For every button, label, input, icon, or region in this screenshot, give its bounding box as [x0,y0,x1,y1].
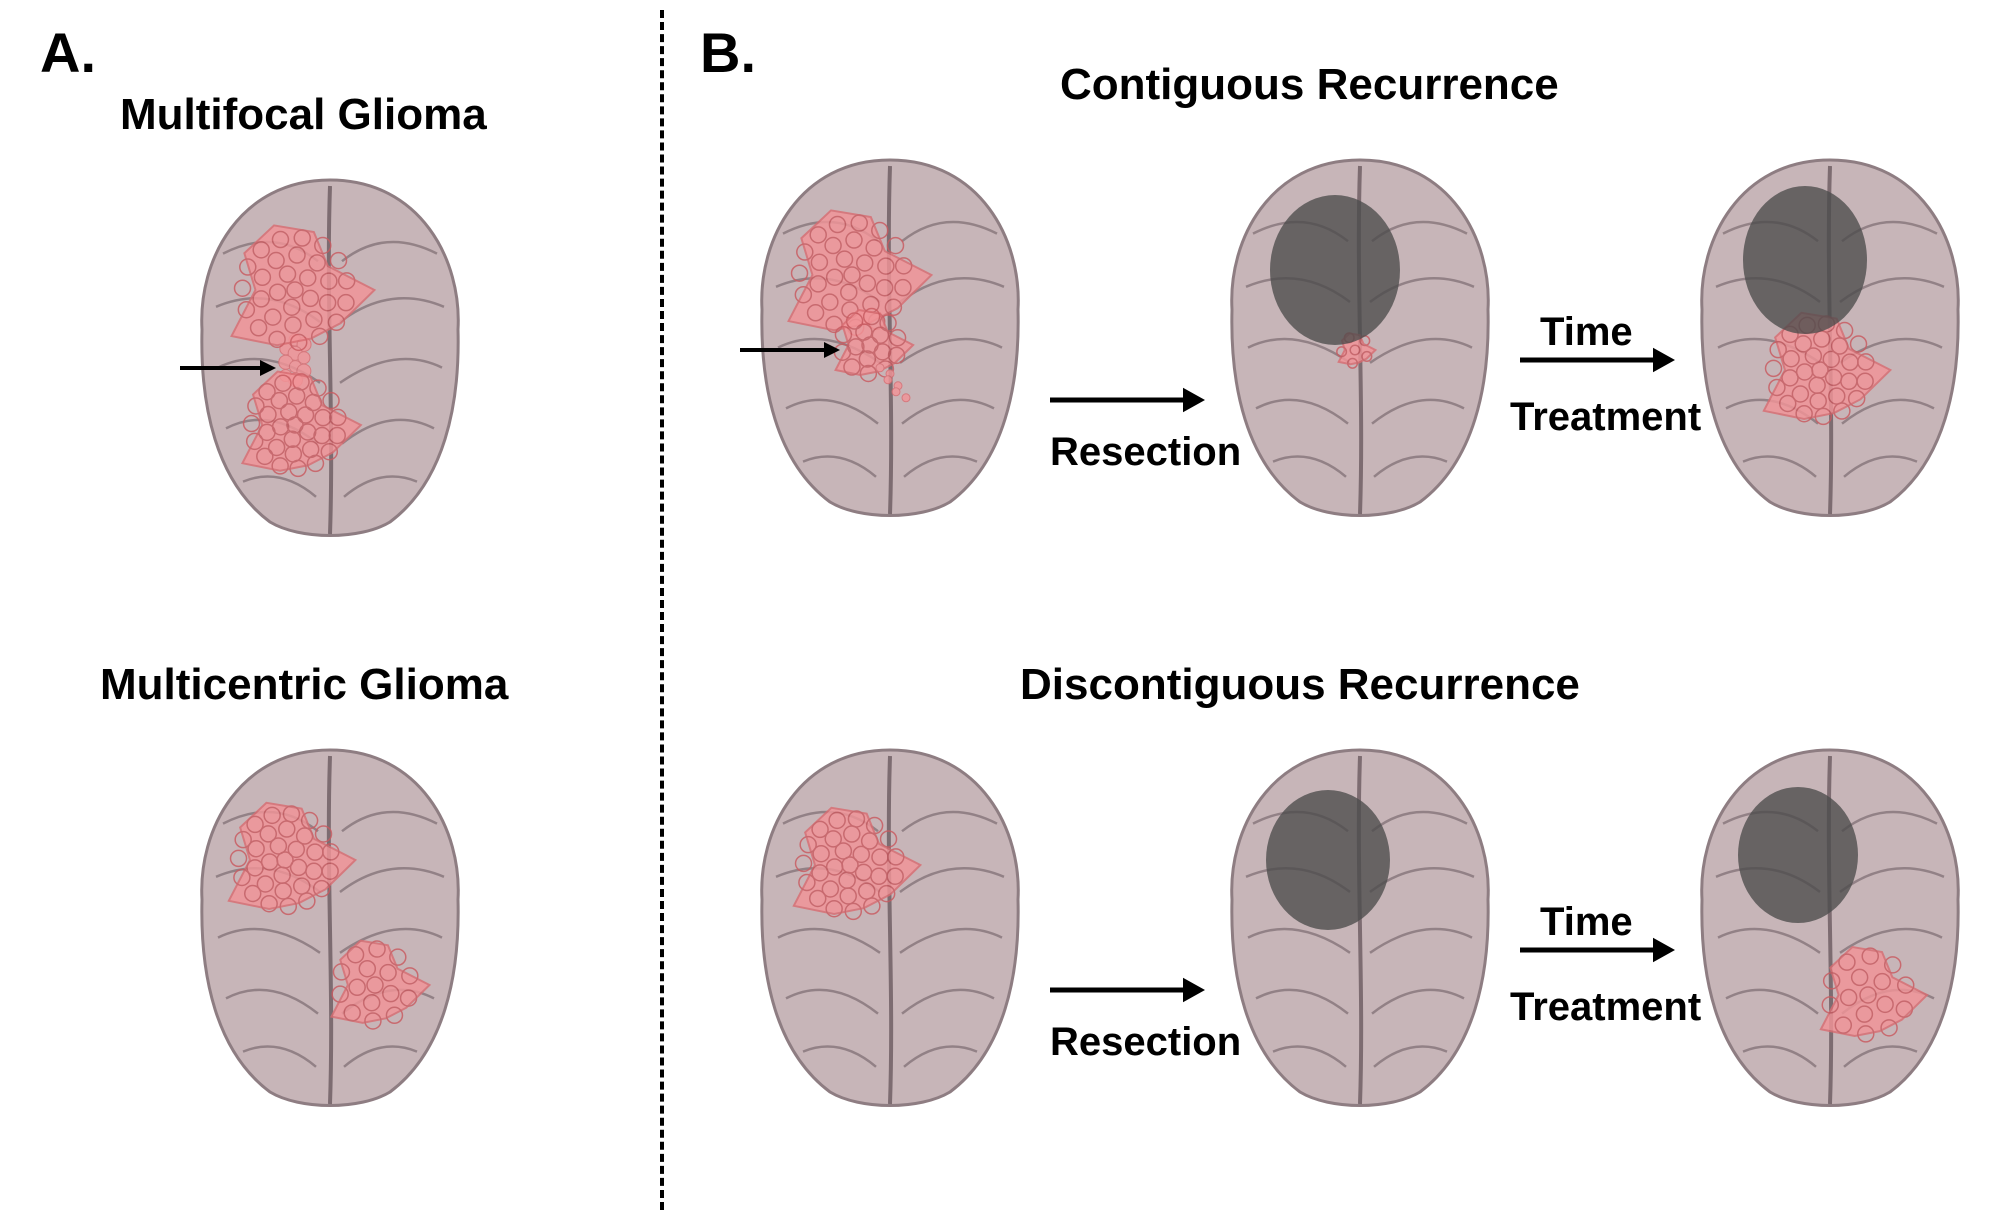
title-discontiguous: Discontiguous Recurrence [1020,660,1580,710]
panel-b-label: B. [700,20,756,85]
brain-cont-resected [1210,150,1510,535]
title-contiguous: Contiguous Recurrence [1060,60,1559,110]
brain-cont-recurrence [1680,150,1980,535]
brain-disc-resected [1210,740,1510,1125]
arrow-label-disc_resection-0: Resection [1050,1020,1241,1065]
arrow-label-disc_time-1: Treatment [1510,985,1701,1030]
title-multicentric: Multicentric Glioma [100,660,508,710]
arrow-label-cont_resection-0: Resection [1050,430,1241,475]
panel-a-label: A. [40,20,96,85]
brain-disc-recurrence [1680,740,1980,1125]
panel-divider [660,10,664,1210]
arrow-label-cont_time-0: Time [1540,310,1633,355]
brain-cont-initial [740,150,1040,535]
brain-disc-initial [740,740,1040,1125]
title-multifocal: Multifocal Glioma [120,90,487,140]
brain-multifocal [180,170,480,555]
arrow-label-cont_time-1: Treatment [1510,395,1701,440]
arrow-label-disc_time-0: Time [1540,900,1633,945]
brain-multicentric [180,740,480,1125]
